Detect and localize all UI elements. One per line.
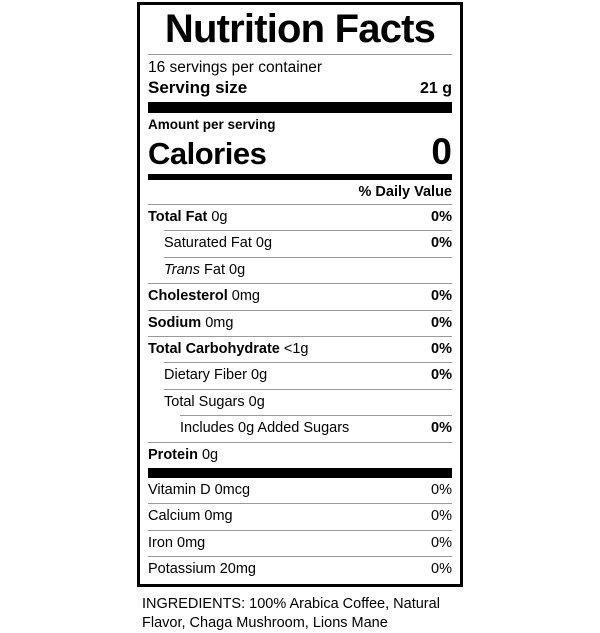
nutrient-row: Total Carbohydrate <1g 0% [148, 337, 452, 362]
nutrient-daily-value: 0% [431, 367, 452, 384]
nutrient-row-divider [164, 256, 452, 258]
nutrient-row-divider [164, 388, 452, 390]
nutrient-name: Total Carbohydrate <1g [148, 341, 309, 357]
calories-label: Calories [148, 136, 267, 172]
vitamin-name: Potassium 20mg [148, 561, 256, 578]
nutrient-rows: Total Fat 0g 0% Saturated Fat 0g 0% Trans Fa… [148, 204, 452, 468]
nutrient-row-divider [148, 309, 452, 311]
vitamin-row-divider [148, 529, 452, 531]
nutrient-row: Total Sugars 0g [148, 390, 452, 415]
daily-value-header: % Daily Value [358, 183, 453, 200]
nutrient-name: Includes 0g Added Sugars [180, 420, 350, 437]
title-divider [148, 54, 452, 55]
vitamin-name: Calcium 0mg [148, 508, 233, 525]
nutrient-row: Saturated Fat 0g 0% [148, 231, 452, 256]
nutrient-row-divider [148, 336, 452, 337]
vitamin-daily-value: 0% [431, 508, 452, 525]
nutrient-row: Trans Fat 0g [148, 258, 452, 283]
serving-size-separator-bar [148, 101, 452, 113]
calories-row: Calories 0 [148, 133, 452, 174]
nutrient-name: Sodium 0mg [148, 314, 234, 331]
nutrition-label-container: Nutrition Facts 16 servings per containe… [137, 2, 463, 633]
nutrient-daily-value: 0% [431, 341, 452, 357]
nutrient-row: Total Fat 0g 0% [148, 205, 452, 230]
vitamin-name: Iron 0mg [148, 534, 206, 551]
nutrient-daily-value: 0% [431, 288, 452, 305]
protein-separator-bar [148, 467, 452, 478]
amount-per-serving-label: Amount per serving [148, 116, 276, 132]
nutrient-row: Protein 0g [148, 443, 452, 468]
nutrient-row: Dietary Fiber 0g 0% [148, 363, 452, 388]
vitamin-row: Potassium 20mg 0% [148, 557, 452, 583]
nutrient-daily-value: 0% [431, 420, 452, 437]
vitamin-name: Vitamin D 0mcg [148, 481, 251, 498]
ingredients-text: INGREDIENTS: 100% Arabica Coffee, Natura… [142, 595, 440, 631]
vitamin-row: Vitamin D 0mcg 0% [148, 478, 452, 503]
nutrient-row: Sodium 0mg 0% [148, 311, 452, 336]
calories-value: 0 [431, 131, 452, 173]
vitamin-daily-value: 0% [431, 561, 452, 578]
nutrient-name: Trans Fat 0g [164, 261, 246, 278]
nutrient-daily-value: 0% [431, 314, 452, 331]
nutrient-row-divider [148, 441, 452, 443]
nutrient-row-divider [164, 362, 452, 364]
nutrient-name: Dietary Fiber 0g [164, 367, 268, 384]
vitamin-row: Calcium 0mg 0% [148, 504, 452, 529]
vitamin-row: Iron 0mg 0% [148, 531, 452, 556]
nutrient-name: Saturated Fat 0g [164, 235, 273, 252]
nutrient-row-divider [148, 283, 452, 285]
nutrition-facts-panel: Nutrition Facts 16 servings per containe… [137, 2, 463, 587]
nutrient-row-divider [180, 415, 452, 417]
nutrient-row-divider [164, 230, 452, 232]
vitamin-rows: Vitamin D 0mcg 0% Calcium 0mg 0% Iron 0mg 0% P… [148, 478, 452, 584]
vitamin-row-divider [148, 556, 452, 558]
nutrient-name: Cholesterol 0mg [148, 288, 261, 305]
nutrient-daily-value: 0% [431, 209, 452, 226]
nutrient-row: Includes 0g Added Sugars 0% [148, 416, 452, 441]
nutrient-name: Protein 0g [148, 446, 219, 463]
serving-size-label: Serving size [148, 77, 248, 97]
nutrient-name: Total Fat 0g [148, 209, 228, 226]
nutrition-facts-title: Nutrition Facts [164, 7, 436, 51]
serving-size-row: Serving size 21 g [148, 78, 452, 100]
vitamin-daily-value: 0% [431, 481, 452, 498]
nutrient-daily-value: 0% [431, 235, 452, 252]
nutrient-row-divider [148, 204, 452, 206]
nutrient-row: Cholesterol 0mg 0% [148, 284, 452, 309]
nutrient-name: Total Sugars 0g [164, 393, 265, 410]
vitamin-daily-value: 0% [431, 534, 452, 551]
vitamin-row-divider [148, 503, 452, 505]
serving-size-value: 21 g [419, 79, 452, 97]
servings-per-container: 16 servings per container [148, 59, 323, 76]
calories-separator-bar [148, 173, 452, 180]
